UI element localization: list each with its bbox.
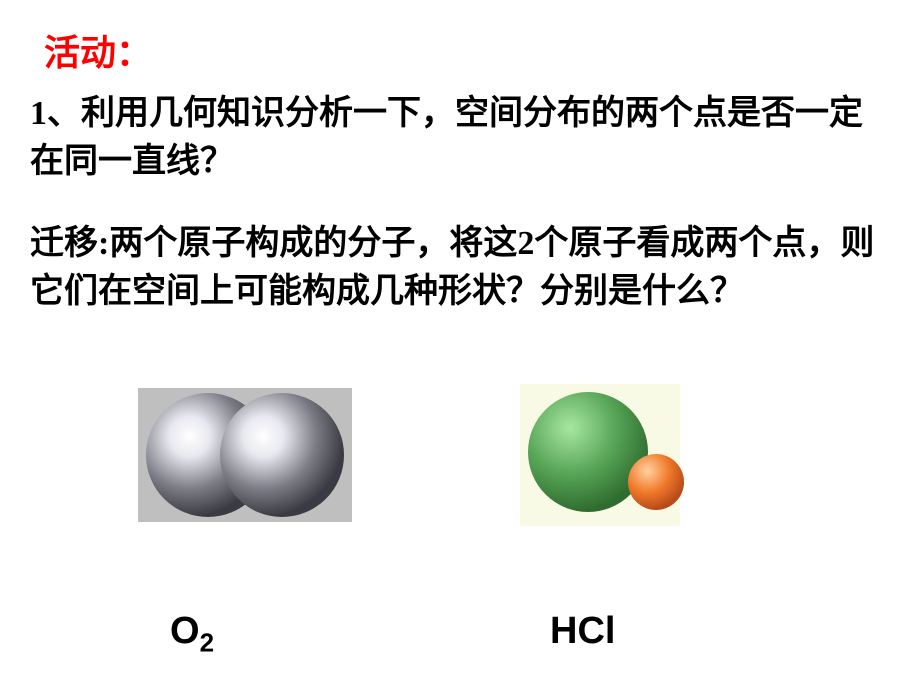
molecule-illustrations <box>0 380 920 600</box>
o2-molecule-image <box>130 380 360 530</box>
o2-label-sub: 2 <box>200 628 214 658</box>
o2-label: O2 <box>170 610 214 659</box>
activity-title: 活动： <box>44 24 152 76</box>
cl-atom <box>528 392 648 512</box>
question-1-text: 1、利用几何知识分析一下，空间分布的两个点是否一定在同一直线？ <box>30 90 890 186</box>
slide-container: 活动： 1、利用几何知识分析一下，空间分布的两个点是否一定在同一直线？ 迁移:两… <box>0 0 920 690</box>
o2-atom-right <box>220 393 344 517</box>
transfer-question-text: 迁移:两个原子构成的分子，将这2个原子看成两个点，则它们在空间上可能构成几种形状… <box>30 220 890 316</box>
hcl-molecule-image <box>500 380 700 530</box>
hcl-label: HCl <box>550 610 615 653</box>
h-atom <box>628 454 684 510</box>
o2-label-base: O <box>170 610 200 652</box>
